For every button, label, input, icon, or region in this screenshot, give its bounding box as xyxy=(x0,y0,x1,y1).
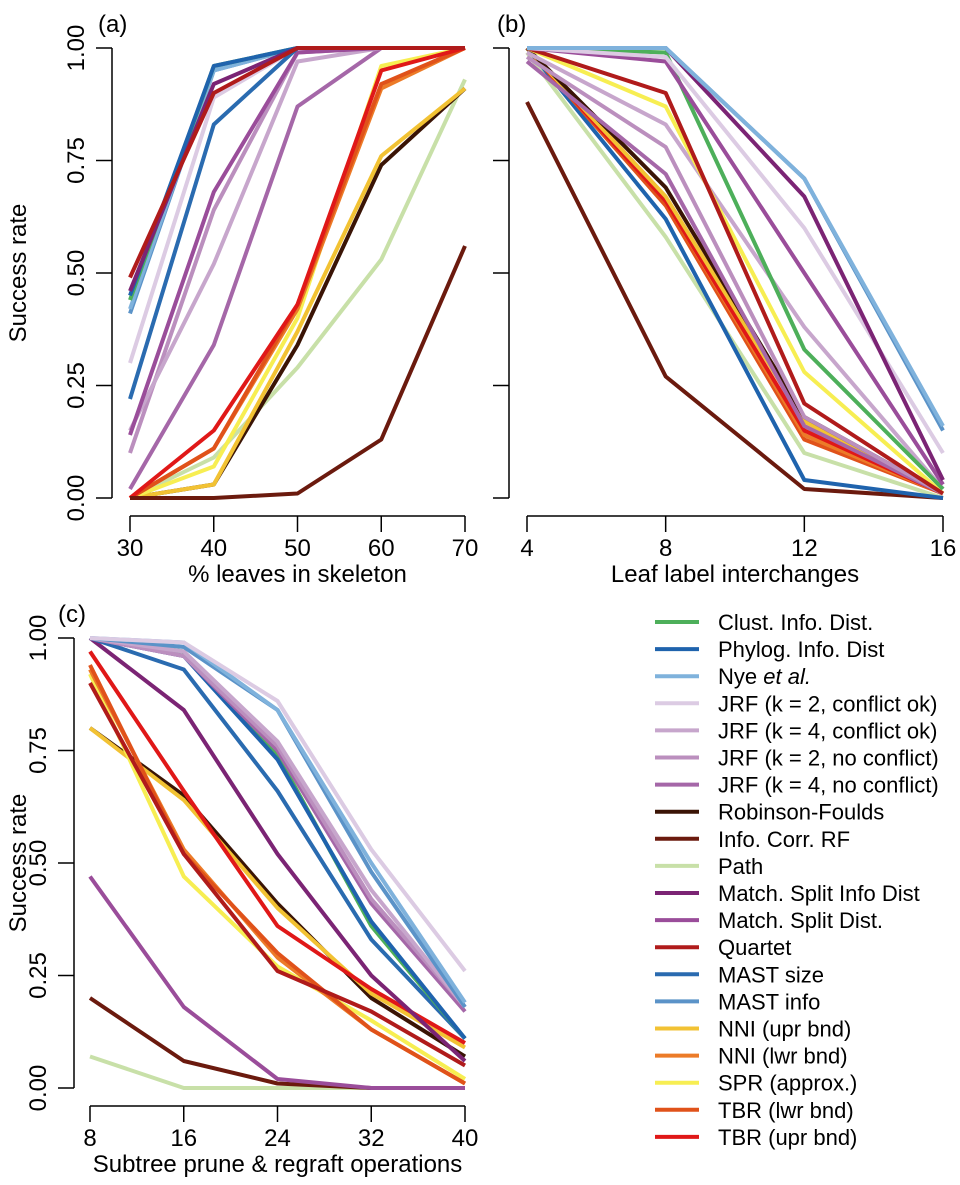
x-tick-label: 30 xyxy=(117,535,144,562)
series-line-phylog-info-dist xyxy=(525,46,944,500)
series-line-clust-info-dist xyxy=(526,46,945,491)
series-line-nye-et-al xyxy=(527,46,945,427)
series-line-spr-approx xyxy=(88,673,467,1081)
legend-label-nni-lwr-bnd: NNI (lwr bnd) xyxy=(718,1044,848,1069)
legend-label-tbr-upr-bnd: TBR (upr bnd) xyxy=(718,1125,857,1150)
panel-b: 4 8 12 16 Leaf label interchanges (b) xyxy=(493,11,956,588)
legend-label-match-split-info-dist: Match. Split Info Dist xyxy=(718,881,920,906)
x-tick-label: 8 xyxy=(83,1125,96,1152)
series-line-quartet xyxy=(88,682,466,1068)
series-line-clust-info-dist xyxy=(128,46,465,301)
legend-label-clust-info-dist: Clust. Info. Dist. xyxy=(718,610,873,635)
legend-label-tbr-lwr-bnd: TBR (lwr bnd) xyxy=(718,1098,854,1123)
x-tick-label: 50 xyxy=(284,535,311,562)
legend-label-robinson-foulds: Robinson-Foulds xyxy=(718,800,884,825)
legend-label-info-corr-rf: Info. Corr. RF xyxy=(718,827,850,852)
x-tick-label: 40 xyxy=(200,535,227,562)
series-line-tbr-upr-bnd xyxy=(88,650,466,1045)
series-line-path xyxy=(129,78,467,500)
x-tick-label: 8 xyxy=(659,535,672,562)
x-tick-label: 24 xyxy=(264,1125,291,1152)
legend-label-nni-upr-bnd: NNI (upr bnd) xyxy=(718,1017,851,1042)
series-line-tbr-lwr-bnd xyxy=(128,46,466,500)
series-line-jrf-k-4-no-conflict xyxy=(128,46,465,491)
series-line-match-split-dist xyxy=(526,46,945,486)
legend-label-match-split-dist: Match. Split Dist. xyxy=(718,908,883,933)
x-tick-label: 32 xyxy=(358,1125,385,1152)
y-tick-label: 0.50 xyxy=(25,840,52,887)
series-line-spr-approx xyxy=(129,46,466,500)
y-tick-label: 0.00 xyxy=(63,475,90,522)
legend-label-spr-approx: SPR (approx.) xyxy=(718,1071,857,1096)
series-line-quartet xyxy=(526,46,945,496)
series-line-mast-info xyxy=(128,46,465,315)
panel-label: (b) xyxy=(497,11,526,38)
series-line-match-split-dist xyxy=(88,875,465,1090)
series-line-nni-upr-bnd xyxy=(88,726,466,1050)
legend-label-jrf-k-4-conflict-ok: JRF (k = 4, conflict ok) xyxy=(718,718,937,743)
series-line-jrf-k-4-no-conflict xyxy=(525,59,944,496)
x-tick-label: 40 xyxy=(452,1125,479,1152)
y-tick-label: 1.00 xyxy=(25,615,52,662)
y-axis-title: Success rate xyxy=(5,204,32,343)
series-line-info-corr-rf xyxy=(525,101,944,500)
x-tick-label: 4 xyxy=(520,535,533,562)
y-tick-label: 1.00 xyxy=(63,25,90,72)
series-line-nni-upr-bnd xyxy=(129,86,467,500)
series-line-tbr-upr-bnd xyxy=(128,46,466,500)
y-tick-label: 0.00 xyxy=(25,1065,52,1112)
y-tick-label: 0.75 xyxy=(25,727,52,774)
series-line-path xyxy=(525,51,944,500)
series-line-jrf-k-4-conflict-ok xyxy=(526,50,945,491)
legend-label-mast-size: MAST size xyxy=(718,962,824,987)
series-line-spr-approx xyxy=(526,46,945,496)
legend-label-jrf-k-2-no-conflict: JRF (k = 2, no conflict) xyxy=(718,746,939,771)
series-line-jrf-k-2-conflict-ok xyxy=(89,636,467,973)
legend-label-phylog-info-dist: Phylog. Info. Dist xyxy=(718,637,884,662)
panel-label: (a) xyxy=(98,11,127,38)
x-tick-label: 12 xyxy=(791,535,818,562)
panel-label: (c) xyxy=(58,601,86,628)
series-line-nni-lwr-bnd xyxy=(128,46,466,500)
series-line-jrf-k-4-conflict-ok xyxy=(89,636,467,1009)
x-tick-label: 60 xyxy=(368,535,395,562)
y-tick-label: 0.25 xyxy=(63,362,90,409)
x-tick-label: 16 xyxy=(930,535,957,562)
panel-a: 0.00 0.25 0.50 0.75 1.00 30 40 50 60 70 % leaves i… xyxy=(5,11,478,588)
y-tick-label: 0.25 xyxy=(25,952,52,999)
x-axis-title: Subtree prune & regraft operations xyxy=(93,1151,463,1178)
series-line-jrf-k-2-no-conflict xyxy=(89,636,467,1009)
series-line-quartet xyxy=(128,46,465,279)
legend-label-quartet: Quartet xyxy=(718,935,791,960)
legend-label-jrf-k-4-no-conflict: JRF (k = 4, no conflict) xyxy=(718,773,939,798)
x-tick-label: 70 xyxy=(452,535,479,562)
legend-label-nye-et-al: Nye et al. xyxy=(718,664,811,689)
x-axis-title: % leaves in skeleton xyxy=(188,561,407,588)
series-line-jrf-k-2-no-conflict xyxy=(525,55,944,496)
legend-label-mast-info: MAST info xyxy=(718,989,820,1014)
y-axis-title: Success rate xyxy=(5,794,32,933)
series-line-tbr-lwr-bnd xyxy=(88,664,466,1086)
y-tick-label: 0.75 xyxy=(63,137,90,184)
series-line-info-corr-rf xyxy=(130,245,467,500)
series-line-match-split-info-dist xyxy=(88,636,467,1063)
legend: Clust. Info. Dist.Phylog. Info. DistNye … xyxy=(655,610,939,1150)
series-line-mast-size xyxy=(89,636,467,1040)
x-axis-title: Leaf label interchanges xyxy=(611,561,859,588)
series-line-nye-et-al xyxy=(128,46,465,310)
series-line-robinson-foulds xyxy=(88,726,467,1059)
y-tick-label: 0.50 xyxy=(63,250,90,297)
legend-label-jrf-k-2-conflict-ok: JRF (k = 2, conflict ok) xyxy=(718,691,937,716)
legend-label-path: Path xyxy=(718,854,763,879)
x-tick-label: 16 xyxy=(170,1125,197,1152)
